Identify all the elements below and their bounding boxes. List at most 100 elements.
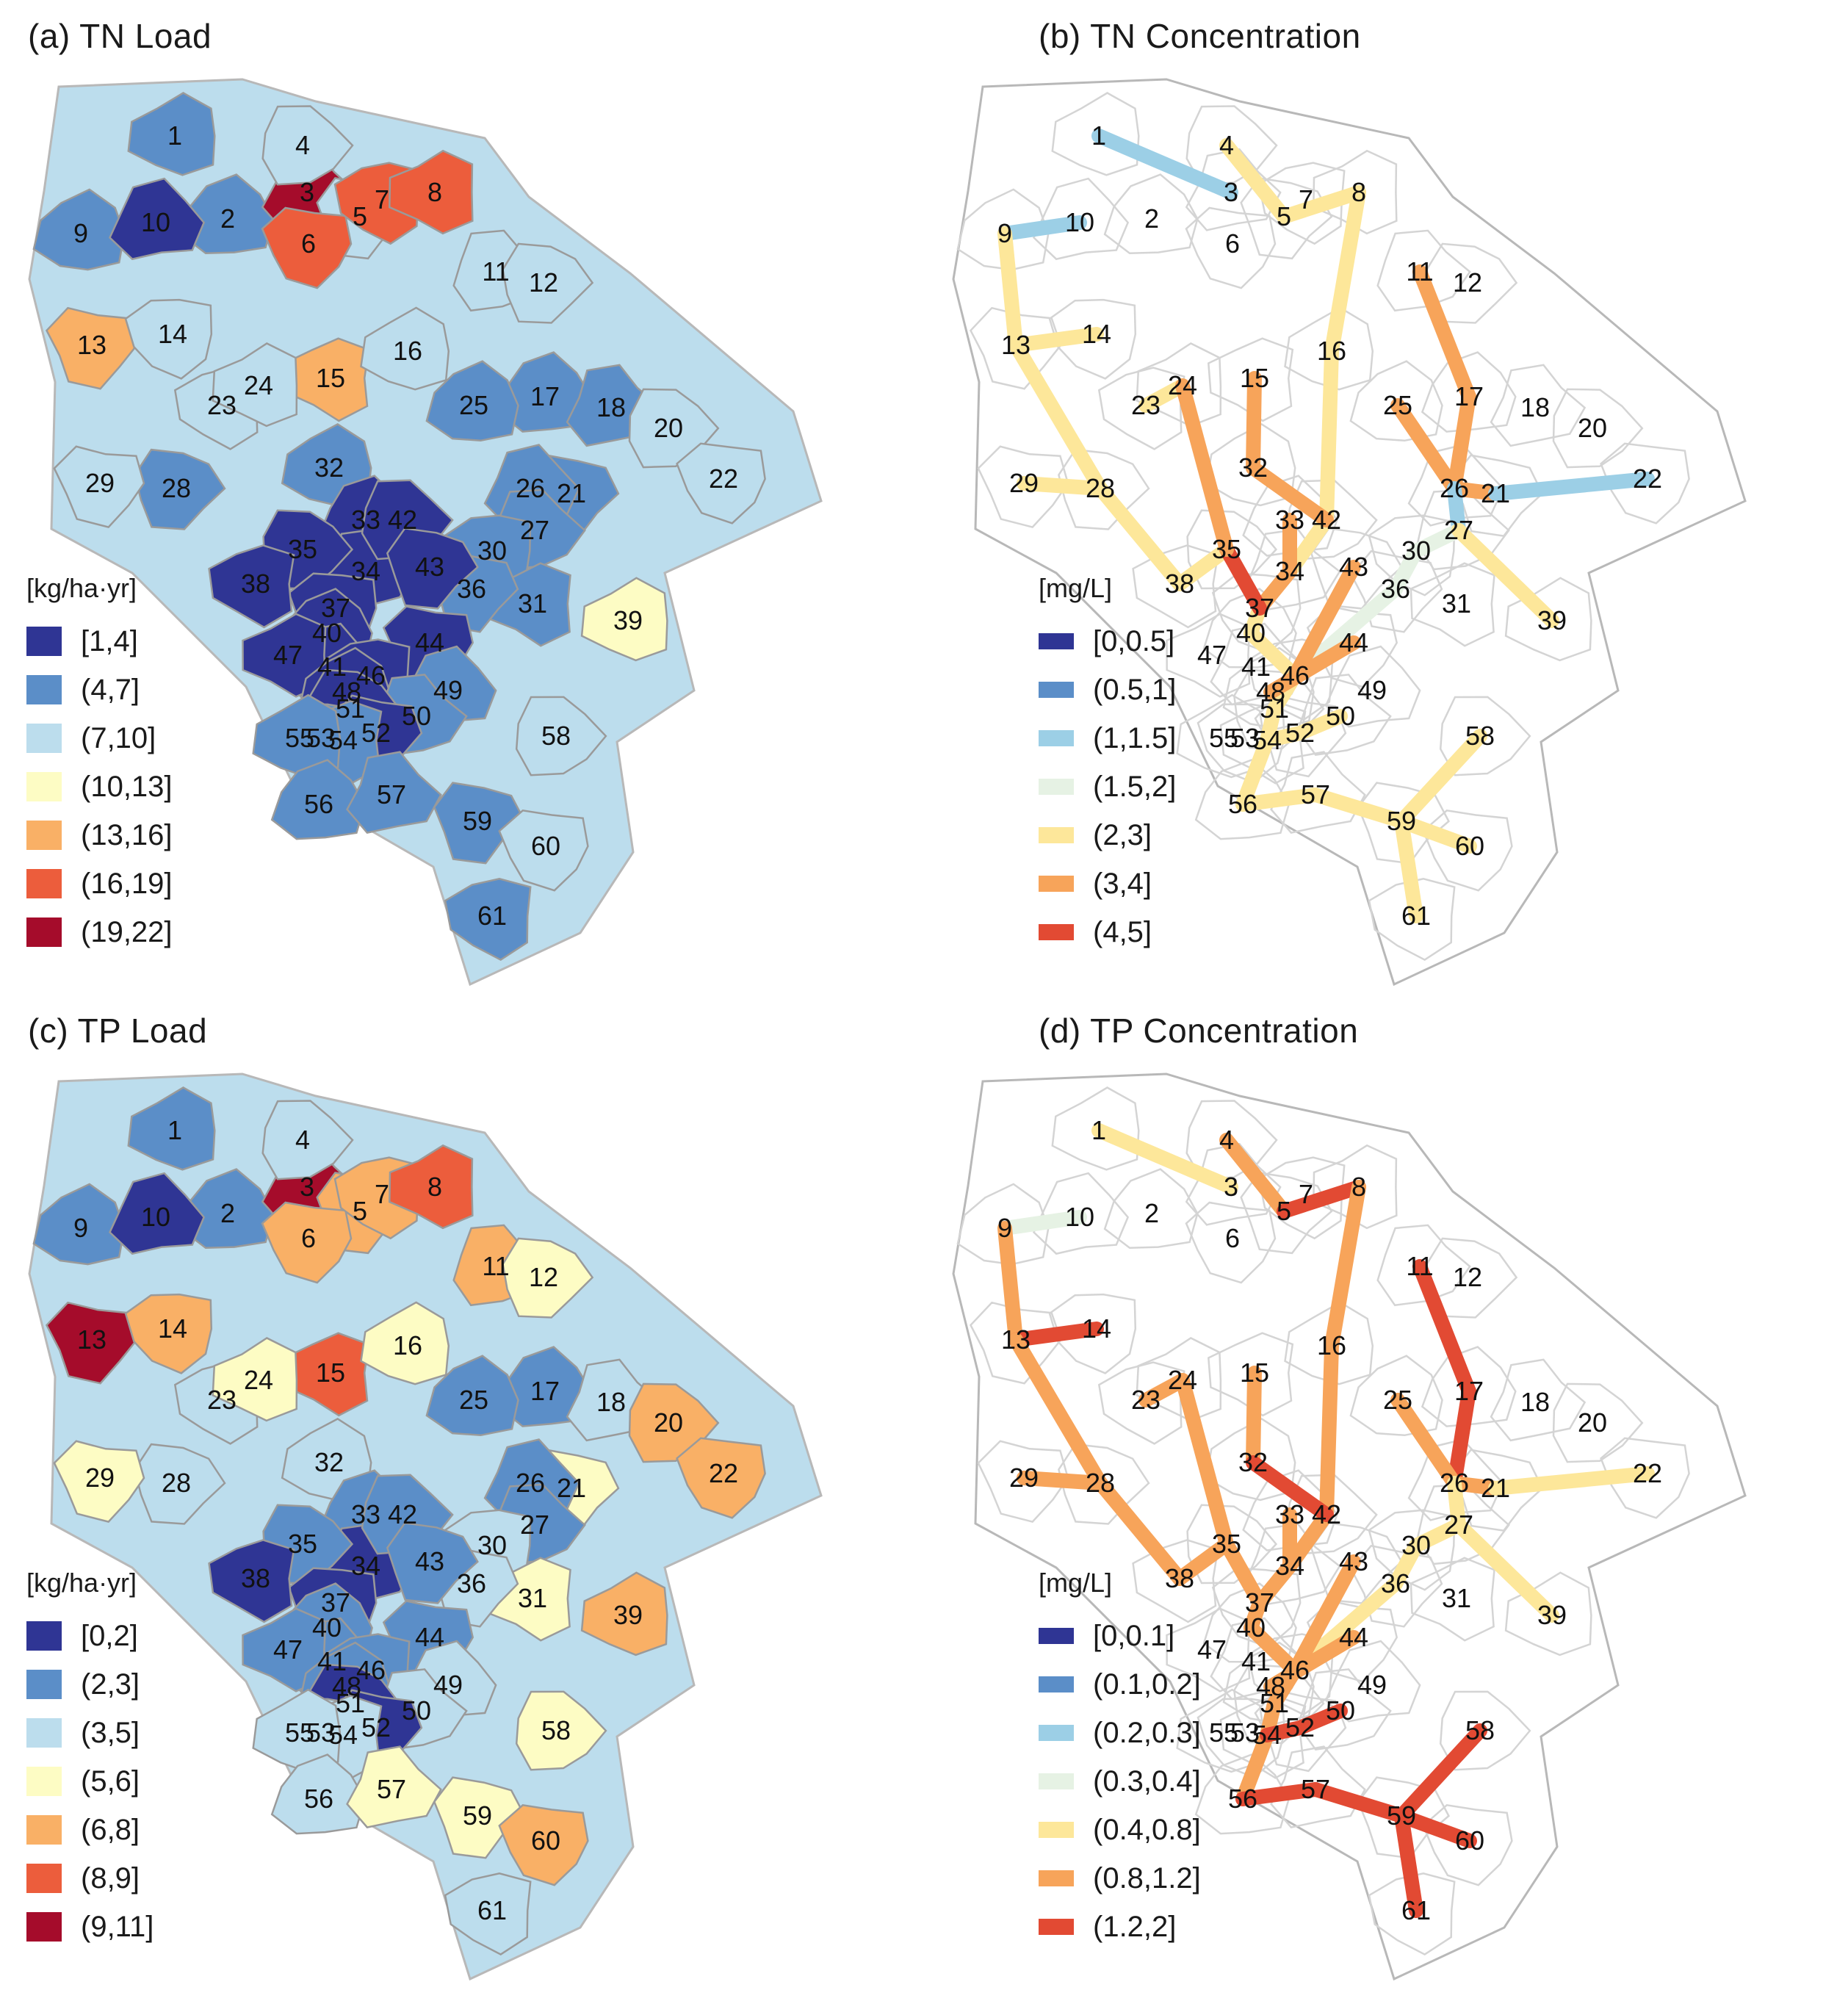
river-reach: [1390, 398, 1462, 496]
subbasin-label: 20: [1578, 1407, 1607, 1438]
subbasin-label: 3: [1224, 1172, 1238, 1202]
panel-tn-concentration: (b) TN Concentration 1 2 3 4 5 6 7 8 9 10 11 12 13 14…: [924, 0, 1848, 995]
subbasin-4: [261, 105, 354, 186]
subbasin-label: 13: [77, 330, 107, 360]
subbasin-label: 57: [1301, 1774, 1330, 1804]
subbasin-56: [270, 1753, 367, 1835]
subbasin-12: [502, 1237, 594, 1319]
legend-item: (19,22]: [26, 908, 173, 956]
legend-tp-load: [kg/ha·yr] [0,2] (2,3] (3,5] (5,6] (6,8]…: [26, 1568, 154, 1951]
subbasin-label: 61: [477, 1895, 507, 1925]
subbasin-label: 17: [1454, 381, 1484, 411]
subbasin-label: 16: [1317, 1330, 1346, 1360]
subbasin-label: 52: [361, 718, 391, 748]
subbasin-label: 41: [1241, 1646, 1271, 1676]
subbasin-1: [1051, 1086, 1140, 1171]
subbasin-label: 9: [997, 218, 1012, 248]
subbasin-label: 30: [477, 536, 507, 566]
legend-label: (0.3,0.4]: [1093, 1764, 1201, 1798]
subbasin-label: 33: [351, 1499, 380, 1529]
legend-label: (13,16]: [81, 818, 173, 851]
subbasin-label: 47: [1197, 1634, 1227, 1665]
subbasin-label: 30: [1401, 536, 1431, 566]
legend-label: (1.5,2]: [1093, 770, 1177, 803]
subbasin-60: [1422, 1803, 1513, 1886]
subbasin-9: [956, 188, 1050, 271]
subbasin-5: [1240, 177, 1333, 260]
legend-item: (2,3]: [1039, 811, 1176, 859]
subbasin-60: [1422, 809, 1513, 892]
subbasin-label: 24: [244, 370, 273, 400]
subbasin-60: [498, 1803, 589, 1886]
subbasin-label: 22: [709, 1458, 738, 1488]
river-reach: [1324, 1180, 1366, 1353]
river-reach: [1219, 542, 1267, 616]
subbasin-label: 52: [361, 1712, 391, 1742]
legend-item: (7,10]: [26, 714, 173, 763]
subbasin-24: [1136, 342, 1222, 428]
subbasin-label: 18: [1520, 392, 1550, 422]
subbasin-3: [1185, 148, 1282, 231]
subbasin-label: 31: [518, 588, 547, 619]
legend-label: (10,13]: [81, 770, 173, 803]
river-reach: [1175, 378, 1234, 557]
subbasin-label: 44: [1339, 627, 1368, 657]
subbasin-label: 7: [375, 184, 389, 214]
subbasin-label: 23: [207, 1385, 237, 1415]
subbasin-label: 11: [1406, 256, 1433, 286]
subbasin-label: 41: [317, 652, 347, 682]
river-reach: [1447, 389, 1476, 496]
river-reach: [1244, 1621, 1302, 1678]
legend-swatch: [26, 918, 62, 947]
legend-tn-load: [kg/ha·yr] [1,4] (4,7] (7,10] (10,13] (1…: [26, 573, 173, 956]
subbasin-label: 26: [516, 473, 545, 503]
river-reach: [1319, 1338, 1339, 1522]
subbasin-label: 12: [1453, 267, 1482, 298]
subbasin-13: [45, 1301, 138, 1385]
subbasin-59: [433, 1776, 526, 1859]
legend-label: (16,19]: [81, 867, 173, 900]
river-reach: [1394, 1809, 1477, 1848]
subbasin-50: [1296, 1668, 1392, 1751]
subbasin-label: 50: [402, 1695, 431, 1726]
subbasin-label: 1: [1091, 120, 1106, 151]
subbasin-label: 21: [1481, 478, 1510, 508]
subbasin-polygons: [28, 78, 823, 987]
legend-item: (3,5]: [26, 1709, 154, 1757]
subbasin-6: [1185, 206, 1277, 289]
river-reach: [1488, 472, 1655, 501]
river-reach: [1172, 1537, 1234, 1586]
subbasin-label: 52: [1285, 718, 1315, 748]
legend-swatch: [1039, 1628, 1074, 1644]
subbasin-6: [261, 206, 353, 289]
subbasin-38: [1132, 544, 1219, 629]
subbasin-43: [386, 527, 479, 610]
subbasin-8: [389, 149, 474, 235]
subbasin-label: 29: [85, 1463, 115, 1493]
subbasin-59: [433, 782, 526, 865]
legend-swatch: [1039, 682, 1074, 698]
river-reach: [1008, 1333, 1108, 1490]
subbasin-label: 42: [1312, 505, 1341, 535]
subbasin-label: 18: [596, 1387, 626, 1417]
panel-title: (d) TP Concentration: [1039, 1012, 1359, 1050]
subbasin-8: [1313, 149, 1398, 235]
subbasin-label: 6: [1225, 1223, 1240, 1253]
panel-title: (a) TN Load: [28, 17, 212, 55]
river-reach: [1219, 1133, 1291, 1219]
subbasin-17: [1421, 1346, 1517, 1427]
river-reach: [1246, 1366, 1262, 1470]
subbasin-label: 18: [1520, 1387, 1550, 1417]
legend-swatch: [1039, 1919, 1074, 1935]
subbasin-label: 2: [1144, 1198, 1159, 1228]
subbasin-label: 2: [1144, 203, 1159, 234]
subbasin-label: 56: [304, 1784, 333, 1814]
legend-unit: [kg/ha·yr]: [26, 573, 137, 603]
legend-label: (9,11]: [81, 1910, 154, 1943]
subbasin-label: 31: [1442, 1583, 1471, 1613]
legend-swatch: [1039, 827, 1074, 843]
legend-swatch: [1039, 633, 1074, 649]
subbasin-label: 37: [321, 1587, 350, 1618]
river-reach: [1093, 1476, 1187, 1586]
